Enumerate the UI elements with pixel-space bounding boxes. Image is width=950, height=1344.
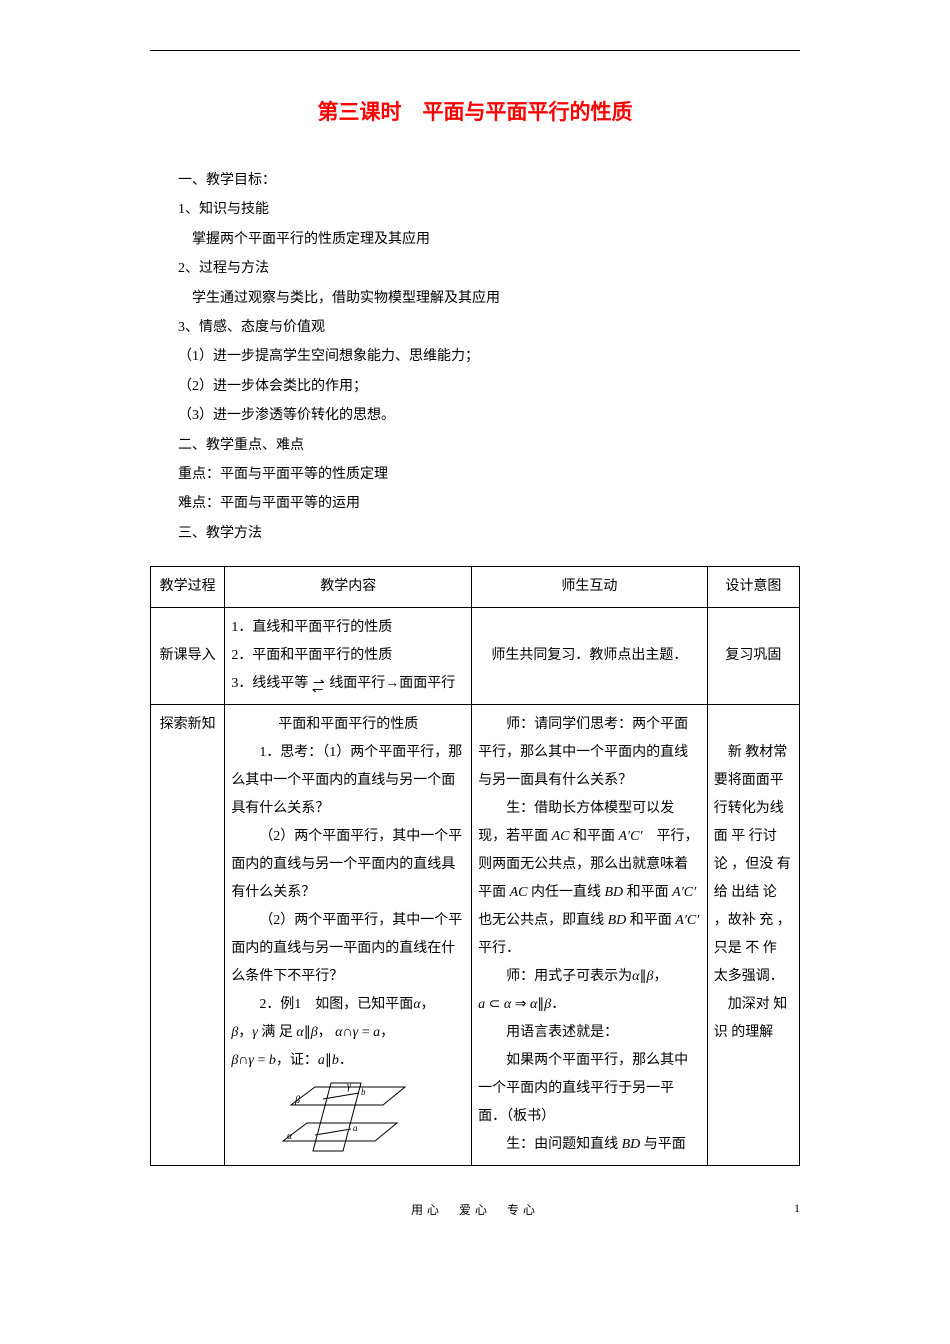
interact-p3: 师：用式子可表示为α∥β， [478,963,701,991]
body-text: 一、教学目标： 1、知识与技能 掌握两个平面平行的性质定理及其应用 2、过程与方… [150,166,800,548]
goal-1: 1、知识与技能 [150,195,800,224]
th-process: 教学过程 [151,567,225,608]
svg-text:β: β [294,1095,300,1106]
method-heading: 三、教学方法 [150,519,800,548]
key-point: 重点：平面与平面平等的性质定理 [150,460,800,489]
key-heading: 二、教学重点、难点 [150,431,800,460]
cell-intro-design: 复习巩固 [707,608,799,705]
th-content: 教学内容 [225,567,472,608]
table-row-explore: 探索新知 平面和平面平行的性质 1．思考：（1）两个平面平行，那么其中一个平面内… [151,705,800,1166]
cell-explore-process: 探索新知 [151,705,225,1166]
goal-3-2: （2）进一步体会类比的作用； [150,372,800,401]
th-interact: 师生互动 [472,567,708,608]
lesson-title: 第三课时 平面与平面平行的性质 [150,96,800,126]
explore-ex1a: 2．例1 如图，已知平面α， [231,991,465,1019]
top-rule [150,50,800,51]
interact-p4: 用语言表述就是： [478,1019,701,1047]
footer-text: 用心 爱心 专心 [411,1203,539,1217]
interact-p6: 生：由问题知直线 BD 与平面 [478,1131,701,1159]
interact-p1: 师：请同学们思考：两个平面平行，那么其中一个平面内的直线与另一面具有什么关系？ [478,711,701,795]
page-footer: 用心 爱心 专心 1 [150,1201,800,1218]
cell-explore-content: 平面和平面平行的性质 1．思考：（1）两个平面平行，那么其中一个平面内的直线与另… [225,705,472,1166]
goal-2-sub: 学生通过观察与类比，借助实物模型理解及其应用 [150,284,800,313]
table-row-intro: 新课导入 1．直线和平面平行的性质 2．平面和平面平行的性质 3．线线平等 ⇀↽… [151,608,800,705]
planes-diagram: β α γ b a [273,1079,423,1159]
table-header-row: 教学过程 教学内容 师生互动 设计意图 [151,567,800,608]
cell-intro-interact: 师生共同复习．教师点出主题． [472,608,708,705]
th-design: 设计意图 [707,567,799,608]
explore-think-1: 1．思考：（1）两个平面平行，那么其中一个平面内的直线与另一个面具有什么关系？ [231,739,465,823]
interact-p5: 如果两个平面平行，那么其中一个平面内的直线平行于另一平面．（板书） [478,1047,701,1131]
svg-text:α: α [287,1131,293,1142]
cell-intro-process: 新课导入 [151,608,225,705]
cell-explore-design: 新 教材常要将面面平行转化为线 面 平 行讨 论 ，但没 有 给 出结 论 ，故… [707,705,799,1166]
cell-intro-content: 1．直线和平面平行的性质 2．平面和平面平行的性质 3．线线平等 ⇀↽ 线面平行… [225,608,472,705]
page-number: 1 [794,1201,800,1216]
goal-3: 3、情感、态度与价值观 [150,313,800,342]
diff-point: 难点：平面与平面平等的运用 [150,489,800,518]
explore-content-title: 平面和平面平行的性质 [231,711,465,739]
goal-1-sub: 掌握两个平面平行的性质定理及其应用 [150,225,800,254]
goal-3-1: （1）进一步提高学生空间想象能力、思维能力； [150,342,800,371]
explore-ex1c: β∩γ = b，证：a∥b． [231,1047,465,1075]
svg-text:a: a [353,1123,358,1133]
interact-p3b: a ⊂ α ⇒ α∥β． [478,991,701,1019]
explore-q2: （2）两个平面平行，其中一个平面内的直线与另一个平面内的直线具有什么关系？ [231,823,465,907]
goals-heading: 一、教学目标： [150,166,800,195]
interact-p2: 生：借助长方体模型可以发现，若平面 AC 和平面 A′C′ 平行，则两面无公共点… [478,795,701,963]
goal-3-3: （3）进一步渗透等价转化的思想。 [150,401,800,430]
page: 第三课时 平面与平面平行的性质 一、教学目标： 1、知识与技能 掌握两个平面平行… [75,0,875,1248]
cell-explore-interact: 师：请同学们思考：两个平面平行，那么其中一个平面内的直线与另一面具有什么关系？ … [472,705,708,1166]
explore-ex1b: β，γ 满 足 α∥β， α∩γ = a， [231,1019,465,1047]
goal-2: 2、过程与方法 [150,254,800,283]
explore-q2b: （2）两个平面平行，其中一个平面内的直线与另一平面内的直线在什么条件下不平行？ [231,907,465,991]
lesson-table: 教学过程 教学内容 师生互动 设计意图 新课导入 1．直线和平面平行的性质 2．… [150,566,800,1166]
svg-text:b: b [361,1087,366,1097]
